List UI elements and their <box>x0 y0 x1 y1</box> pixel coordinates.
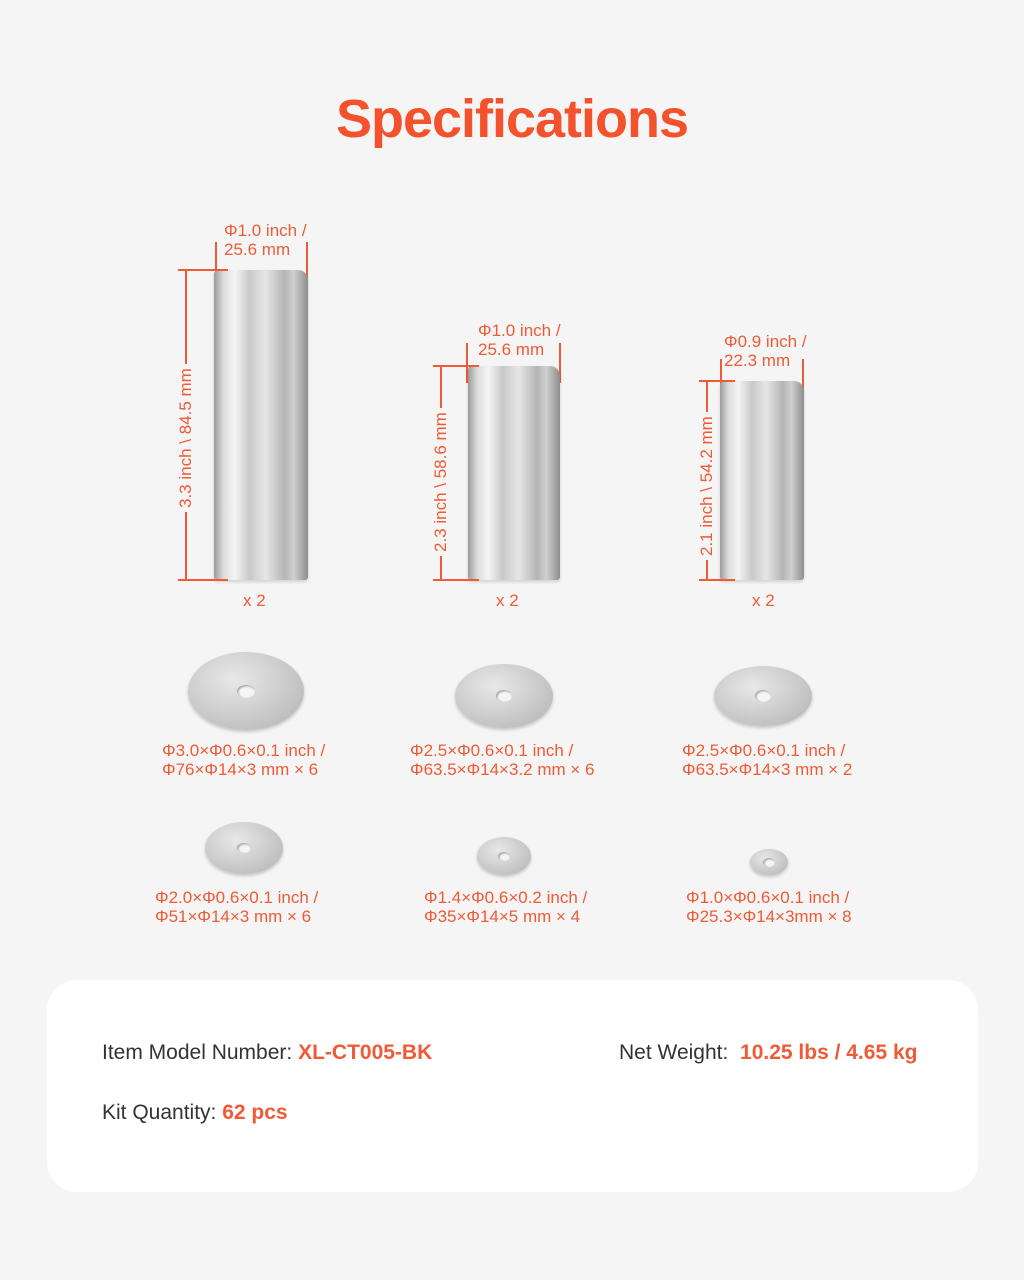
washer-spec-inch: Φ1.0×Φ0.6×0.1 inch / <box>686 888 850 907</box>
washer-spec-inch: Φ2.5×Φ0.6×0.1 inch / <box>682 741 846 760</box>
tube-diameter-inch: Φ0.9 inch / <box>724 332 807 351</box>
weight-value: 10.25 lbs / 4.65 kg <box>740 1041 918 1064</box>
washer-image <box>455 664 553 728</box>
dimension-line <box>802 359 804 399</box>
washer-spec-mm: Φ63.5×Φ14×3 mm × 2 <box>682 760 853 779</box>
washer-image <box>188 652 304 730</box>
washer-image <box>477 837 531 875</box>
tube-diameter-inch: Φ1.0 inch / <box>478 321 561 340</box>
kit-label: Kit Quantity: <box>102 1101 223 1124</box>
washer-spec-inch: Φ1.4×Φ0.6×0.2 inch / <box>424 888 588 907</box>
dimension-line <box>433 579 479 581</box>
washer-spec-mm: Φ35×Φ14×5 mm × 4 <box>424 907 581 926</box>
tube-diameter-mm: 25.6 mm <box>478 340 545 359</box>
net-weight: Net Weight: 10.25 lbs / 4.65 kg <box>619 1041 917 1065</box>
dimension-line <box>559 343 561 383</box>
washer-image <box>714 666 812 726</box>
dimension-line <box>699 579 735 581</box>
washer-spec-inch: Φ2.0×Φ0.6×0.1 inch / <box>155 888 319 907</box>
tube-image <box>720 381 804 580</box>
dimension-line <box>306 242 308 284</box>
dimension-line <box>699 380 735 382</box>
kit-value: 62 pcs <box>222 1101 288 1124</box>
model-value: XL-CT005-BK <box>298 1041 433 1064</box>
washer-spec-inch: Φ2.5×Φ0.6×0.1 inch / <box>410 741 574 760</box>
dimension-line <box>178 269 228 271</box>
weight-label: Net Weight: <box>619 1041 735 1064</box>
washer-image <box>205 822 283 874</box>
washer-image <box>750 849 788 875</box>
washer-spec-mm: Φ51×Φ14×3 mm × 6 <box>155 907 312 926</box>
tube-diameter-mm: 25.6 mm <box>224 240 291 259</box>
dimension-line <box>433 365 479 367</box>
tube-qty: x 2 <box>496 591 519 610</box>
dimension-line <box>466 343 468 383</box>
dimension-line <box>178 579 228 581</box>
tube-length-label: 2.3 inch \ 58.6 mm <box>431 408 451 556</box>
tube-diameter-inch: Φ1.0 inch / <box>224 221 307 240</box>
dimension-line <box>720 359 722 399</box>
washer-spec-mm: Φ25.3×Φ14×3mm × 8 <box>686 907 852 926</box>
model-number: Item Model Number: XL-CT005-BK <box>102 1041 432 1065</box>
washer-spec-mm: Φ76×Φ14×3 mm × 6 <box>162 760 319 779</box>
model-label: Item Model Number: <box>102 1041 299 1064</box>
info-card <box>47 980 978 1192</box>
tube-length-label: 2.1 inch \ 54.2 mm <box>697 412 717 560</box>
dimension-line <box>215 242 217 284</box>
tube-qty: x 2 <box>752 591 775 610</box>
tube-length-label: 3.3 inch \ 84.5 mm <box>176 364 196 512</box>
kit-quantity: Kit Quantity: 62 pcs <box>102 1101 288 1125</box>
tube-qty: x 2 <box>243 591 266 610</box>
page-title: Specifications <box>335 89 689 149</box>
tube-image <box>214 270 308 580</box>
washer-spec-inch: Φ3.0×Φ0.6×0.1 inch / <box>162 741 326 760</box>
washer-spec-mm: Φ63.5×Φ14×3.2 mm × 6 <box>410 760 595 779</box>
tube-diameter-mm: 22.3 mm <box>724 351 791 370</box>
tube-image <box>468 366 560 580</box>
